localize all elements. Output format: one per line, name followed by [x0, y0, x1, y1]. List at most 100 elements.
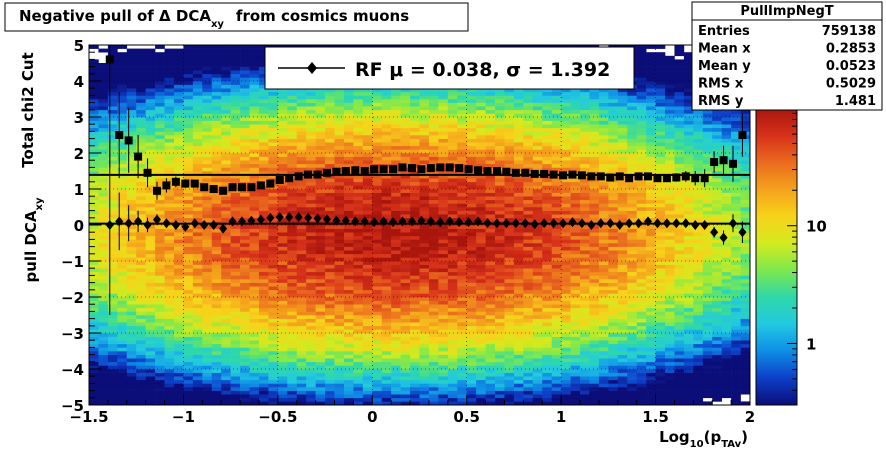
heatmap-bin: [268, 282, 279, 287]
heatmap-bin: [287, 325, 298, 330]
heatmap-bin: [334, 178, 345, 183]
heatmap-bin: [513, 322, 524, 327]
heatmap-bin: [249, 135, 260, 139]
heatmap-bin: [145, 361, 156, 366]
heatmap-bin: [211, 394, 222, 399]
heatmap-bin: [325, 113, 335, 118]
heatmap-bin: [410, 102, 420, 107]
heatmap-bin: [495, 181, 505, 186]
heatmap-bin: [485, 102, 496, 107]
heatmap-bin: [240, 315, 250, 319]
heatmap-bin: [117, 279, 128, 283]
heatmap-bin: [381, 95, 392, 100]
heatmap-bin: [400, 95, 411, 100]
heatmap-bin: [485, 207, 496, 211]
heatmap-bin: [268, 307, 279, 312]
heatmap-bin: [155, 131, 165, 136]
heatmap-bin: [173, 149, 184, 154]
heatmap-bin: [353, 95, 364, 100]
heatmap-bin: [381, 372, 392, 377]
heatmap-bin: [485, 250, 496, 255]
heatmap-bin: [391, 351, 401, 355]
heatmap-bin: [466, 343, 477, 348]
heatmap-bin: [240, 77, 250, 82]
heatmap-bin: [268, 124, 279, 129]
heatmap-bin: [117, 264, 128, 269]
heatmap-bin: [419, 297, 430, 301]
heatmap-bin: [268, 207, 279, 211]
heatmap-bin: [145, 95, 156, 100]
heatmap-bin: [457, 253, 468, 258]
heatmap-bin: [315, 401, 326, 406]
heatmap-bin: [107, 228, 118, 233]
heatmap-bin: [89, 99, 99, 103]
heatmap-bin: [410, 160, 420, 165]
heatmap-bin: [287, 261, 298, 265]
heatmap-bin: [343, 91, 354, 96]
heatmap-bin: [211, 383, 222, 388]
heatmap-bin: [315, 88, 326, 93]
heatmap-bin: [145, 379, 156, 384]
heatmap-bin: [173, 369, 184, 373]
heatmap-bin: [183, 383, 194, 388]
heatmap-bin: [428, 333, 439, 337]
heatmap-bin: [107, 397, 118, 402]
heatmap-bin: [438, 275, 449, 280]
heatmap-bin: [551, 214, 562, 219]
heatmap-bin: [183, 91, 194, 96]
heatmap-bin: [173, 253, 184, 258]
heatmap-bin: [419, 131, 430, 136]
heatmap-bin: [532, 340, 543, 345]
heatmap-bin: [145, 84, 156, 89]
heatmap-bin: [485, 300, 496, 305]
heatmap-bin: [98, 174, 109, 179]
heatmap-bin: [145, 268, 156, 273]
heatmap-bin: [400, 390, 411, 395]
heatmap-bin: [325, 145, 335, 150]
heatmap-bin: [343, 318, 354, 323]
heatmap-bin: [164, 210, 175, 215]
heatmap-bin: [192, 383, 203, 388]
heatmap-bin: [447, 120, 458, 125]
heatmap-bin: [523, 347, 534, 352]
heatmap-bin: [315, 203, 326, 208]
heatmap-bin: [107, 214, 118, 219]
heatmap-bin: [268, 131, 279, 136]
heatmap-bin: [202, 246, 213, 251]
heatmap-bin: [410, 297, 420, 301]
heatmap-bin: [107, 315, 118, 319]
heatmap-bin: [513, 336, 524, 341]
heatmap-bin: [400, 91, 411, 96]
heatmap-bin: [211, 84, 222, 89]
heatmap-bin: [145, 185, 156, 190]
heatmap-bin: [221, 372, 231, 377]
heatmap-bin: [164, 88, 175, 93]
heatmap-bin: [126, 369, 137, 373]
heatmap-bin: [447, 156, 458, 161]
heatmap-bin: [164, 145, 175, 150]
heatmap-bin: [98, 271, 109, 276]
heatmap-bin: [372, 394, 383, 399]
heatmap-bin: [155, 336, 165, 341]
heatmap-bin: [89, 174, 99, 179]
heatmap-bin: [362, 217, 373, 222]
heatmap-bin: [173, 95, 184, 100]
heatmap-bin: [400, 171, 411, 175]
heatmap-bin: [400, 135, 411, 139]
heatmap-bin: [315, 369, 326, 373]
heatmap-bin: [381, 289, 392, 294]
heatmap-bin: [240, 214, 250, 219]
heatmap-bin: [353, 225, 364, 229]
heatmap-bin: [89, 156, 99, 161]
heatmap-bin: [542, 196, 552, 201]
heatmap-bin: [325, 268, 335, 273]
heatmap-bin: [202, 340, 213, 345]
heatmap-bin: [315, 163, 326, 168]
heatmap-bin: [410, 127, 420, 132]
heatmap-bin: [438, 271, 449, 276]
heatmap-bin: [117, 171, 128, 175]
heatmap-bin: [89, 214, 99, 219]
heatmap-bin: [523, 372, 534, 377]
heatmap-bin: [353, 210, 364, 215]
heatmap-bin: [230, 340, 241, 345]
